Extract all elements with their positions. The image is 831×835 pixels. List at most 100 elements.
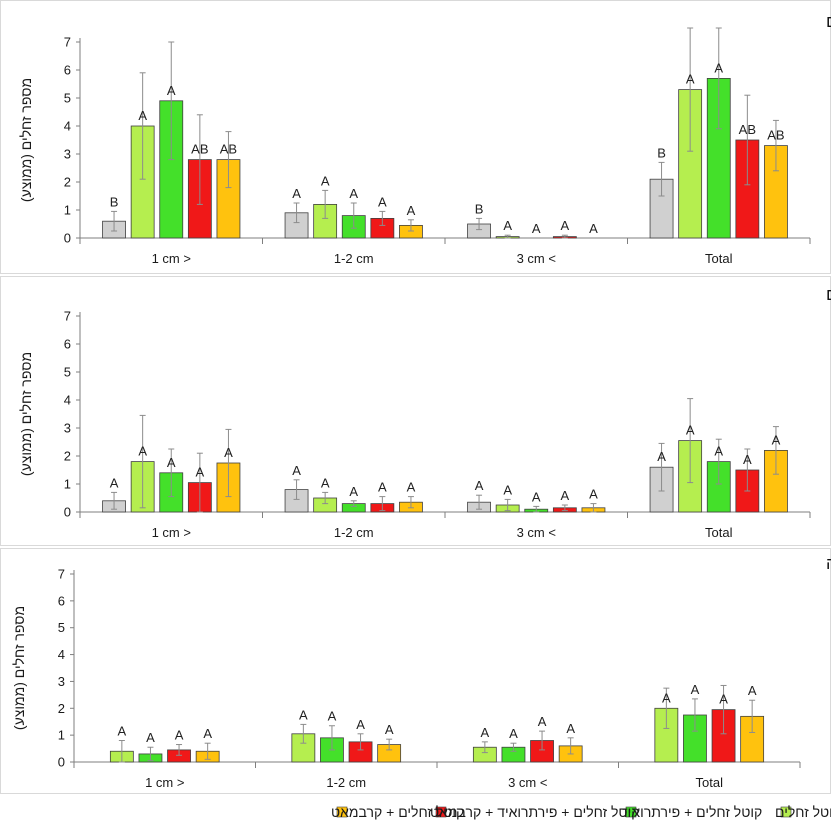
legend-label: קוטל זחלים xyxy=(775,804,831,820)
significance-label: A xyxy=(538,714,547,729)
y-tick-label: 6 xyxy=(64,337,71,352)
y-tick-label: 0 xyxy=(64,231,71,246)
x-tick-label: 1-2 cm xyxy=(334,525,374,540)
x-tick-label: 1 cm > xyxy=(152,525,191,540)
legend-item: קוטל זחלים + קרבמאט xyxy=(331,804,464,820)
significance-label: A xyxy=(349,186,358,201)
significance-label: A xyxy=(407,480,416,495)
significance-label: A xyxy=(503,482,512,497)
significance-label: A xyxy=(175,728,184,743)
significance-label: A xyxy=(686,72,695,87)
significance-label: A xyxy=(662,690,671,705)
y-tick-label: 7 xyxy=(64,35,71,50)
y-tick-label: 0 xyxy=(58,755,65,770)
chart-title: א) 8.9.2025, שלב 4 עלים xyxy=(826,12,831,31)
significance-label: A xyxy=(146,730,155,745)
significance-label: AB xyxy=(739,122,756,137)
y-axis-label: מספר זחלים (ממוצע) xyxy=(11,606,27,730)
significance-label: AB xyxy=(767,128,784,143)
significance-label: A xyxy=(138,444,147,459)
significance-label: A xyxy=(719,692,728,707)
x-tick-label: 1-2 cm xyxy=(334,251,374,266)
legend-swatch xyxy=(780,806,792,818)
significance-label: A xyxy=(532,221,541,236)
significance-label: A xyxy=(321,173,330,188)
significance-label: A xyxy=(167,83,176,98)
significance-label: A xyxy=(743,452,752,467)
y-tick-label: 6 xyxy=(58,593,65,608)
y-tick-label: 5 xyxy=(64,365,71,380)
significance-label: A xyxy=(561,488,570,503)
significance-label: A xyxy=(691,682,700,697)
x-tick-label: Total xyxy=(696,775,724,790)
significance-label: A xyxy=(378,194,387,209)
significance-label: B xyxy=(657,145,666,160)
y-tick-label: 5 xyxy=(58,620,65,635)
significance-label: A xyxy=(566,721,575,736)
significance-label: A xyxy=(378,480,387,495)
significance-label: A xyxy=(118,724,127,739)
significance-label: A xyxy=(299,707,308,722)
significance-label: A xyxy=(356,717,365,732)
y-tick-label: 6 xyxy=(64,63,71,78)
significance-label: A xyxy=(475,478,484,493)
x-tick-label: 1 cm > xyxy=(145,775,184,790)
significance-label: A xyxy=(224,445,233,460)
significance-label: A xyxy=(328,709,337,724)
significance-label: AB xyxy=(220,142,237,157)
chart-panel-1: א) 8.9.2025, שלב 4 עלים מספר זחלים (ממוצע… xyxy=(0,0,831,274)
y-tick-label: 1 xyxy=(64,203,71,218)
significance-label: A xyxy=(589,221,598,236)
x-tick-label: 1 cm > xyxy=(152,251,191,266)
legend-label: קוטל זחלים + פירתרואיד + קרבמאט xyxy=(430,804,639,820)
y-tick-label: 2 xyxy=(58,701,65,716)
y-tick-label: 1 xyxy=(58,728,65,743)
legend-label: קוטל זחלים + קרבמאט xyxy=(331,804,464,820)
y-tick-label: 4 xyxy=(64,393,71,408)
significance-label: A xyxy=(196,465,205,480)
significance-label: A xyxy=(110,475,119,490)
y-tick-label: 1 xyxy=(64,477,71,492)
x-tick-label: 3 cm < xyxy=(517,525,556,540)
legend-swatch xyxy=(435,806,447,818)
significance-label: A xyxy=(167,455,176,470)
legend-item: קוטל זחלים + פירתרואיד xyxy=(620,804,762,820)
chart-title: ג) 28.9.2025, שלב טרום שליפה xyxy=(826,554,831,573)
y-tick-label: 4 xyxy=(64,119,71,134)
chart-panel-3: ג) 28.9.2025, שלב טרום שליפה מספר זחלים (… xyxy=(0,548,831,794)
significance-label: A xyxy=(407,203,416,218)
legend-swatch xyxy=(336,806,348,818)
legend-item: קוטל זחלים + פירתרואיד + קרבמאט xyxy=(430,804,639,820)
significance-label: B xyxy=(110,194,119,209)
x-tick-label: Total xyxy=(705,251,733,266)
y-tick-label: 3 xyxy=(58,674,65,689)
significance-label: A xyxy=(503,218,512,233)
significance-label: A xyxy=(509,726,518,741)
y-tick-label: 3 xyxy=(64,421,71,436)
legend-item: קוטל זחלים xyxy=(775,804,831,820)
significance-label: AB xyxy=(191,142,208,157)
chart-panel-2: ב) 15.9.2025, שלב 5 עלים מספר זחלים (ממוצ… xyxy=(0,276,831,546)
y-tick-label: 0 xyxy=(64,505,71,520)
significance-label: B xyxy=(475,201,484,216)
x-tick-label: 3 cm < xyxy=(508,775,547,790)
x-tick-label: 1-2 cm xyxy=(326,775,366,790)
x-tick-label: 3 cm < xyxy=(517,251,556,266)
significance-label: A xyxy=(561,218,570,233)
significance-label: A xyxy=(714,444,723,459)
significance-label: A xyxy=(321,475,330,490)
significance-label: A xyxy=(385,722,394,737)
significance-label: A xyxy=(772,432,781,447)
significance-label: A xyxy=(292,463,301,478)
x-tick-label: Total xyxy=(705,525,733,540)
y-tick-label: 3 xyxy=(64,147,71,162)
significance-label: A xyxy=(532,489,541,504)
significance-label: A xyxy=(349,484,358,499)
y-axis-label: מספר זחלים (ממוצע) xyxy=(18,78,34,202)
significance-label: A xyxy=(657,449,666,464)
legend-label: קוטל זחלים + פירתרואיד xyxy=(620,804,762,820)
y-tick-label: 7 xyxy=(58,567,65,582)
significance-label: A xyxy=(589,487,598,502)
significance-label: A xyxy=(686,423,695,438)
